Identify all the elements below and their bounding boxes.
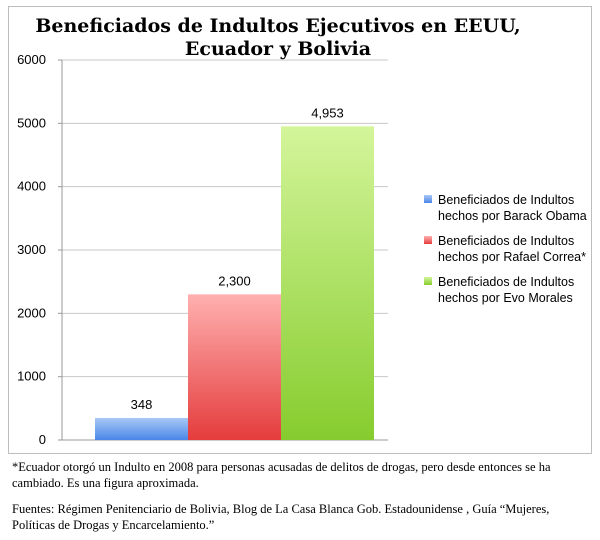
- bar-2: [188, 294, 281, 440]
- y-tick-label: 1000: [17, 369, 46, 384]
- bar-3: [281, 126, 374, 440]
- y-tick-label: 5000: [17, 115, 46, 130]
- y-tick-label: 0: [39, 432, 46, 447]
- y-tick-label: 4000: [17, 179, 46, 194]
- footnote-note: *Ecuador otorgó un Indulto en 2008 para …: [12, 460, 551, 490]
- data-label-1: 348: [131, 397, 153, 412]
- y-axis: 0 1000 2000 3000 4000 5000 6000: [17, 52, 63, 447]
- legend-label-3-line-2: hechos por Evo Morales: [438, 291, 573, 305]
- y-tick-label: 3000: [17, 242, 46, 257]
- chart-title-line-1: Beneficiados de Indultos Ejecutivos en E…: [35, 15, 520, 37]
- legend-label-1-line-1: Beneficiados de Indultos: [438, 193, 574, 207]
- legend: Beneficiados de Indultos hechos por Barac…: [424, 193, 587, 305]
- legend-label-2-line-2: hechos por Rafael Correa*: [438, 250, 586, 264]
- legend-swatch-2: [424, 236, 432, 244]
- bar-1: [95, 417, 188, 440]
- legend-swatch-3: [424, 277, 432, 285]
- bars: [95, 126, 374, 440]
- footnote-sources: Fuentes: Régimen Penitenciario de Bolivi…: [12, 502, 550, 532]
- y-tick-label: 2000: [17, 305, 46, 320]
- data-label-3: 4,953: [311, 105, 344, 120]
- legend-label-3-line-1: Beneficiados de Indultos: [438, 275, 574, 289]
- chart-title-line-2: Ecuador y Bolivia: [185, 38, 371, 60]
- data-label-2: 2,300: [218, 273, 251, 288]
- legend-swatch-1: [424, 195, 432, 203]
- bar-chart: Beneficiados de Indultos Ejecutivos en E…: [17, 15, 587, 447]
- data-labels: 348 2,300 4,953: [131, 105, 344, 412]
- legend-label-1-line-2: hechos por Barack Obama: [438, 209, 587, 223]
- legend-label-2-line-1: Beneficiados de Indultos: [438, 234, 574, 248]
- y-tick-label: 6000: [17, 52, 46, 67]
